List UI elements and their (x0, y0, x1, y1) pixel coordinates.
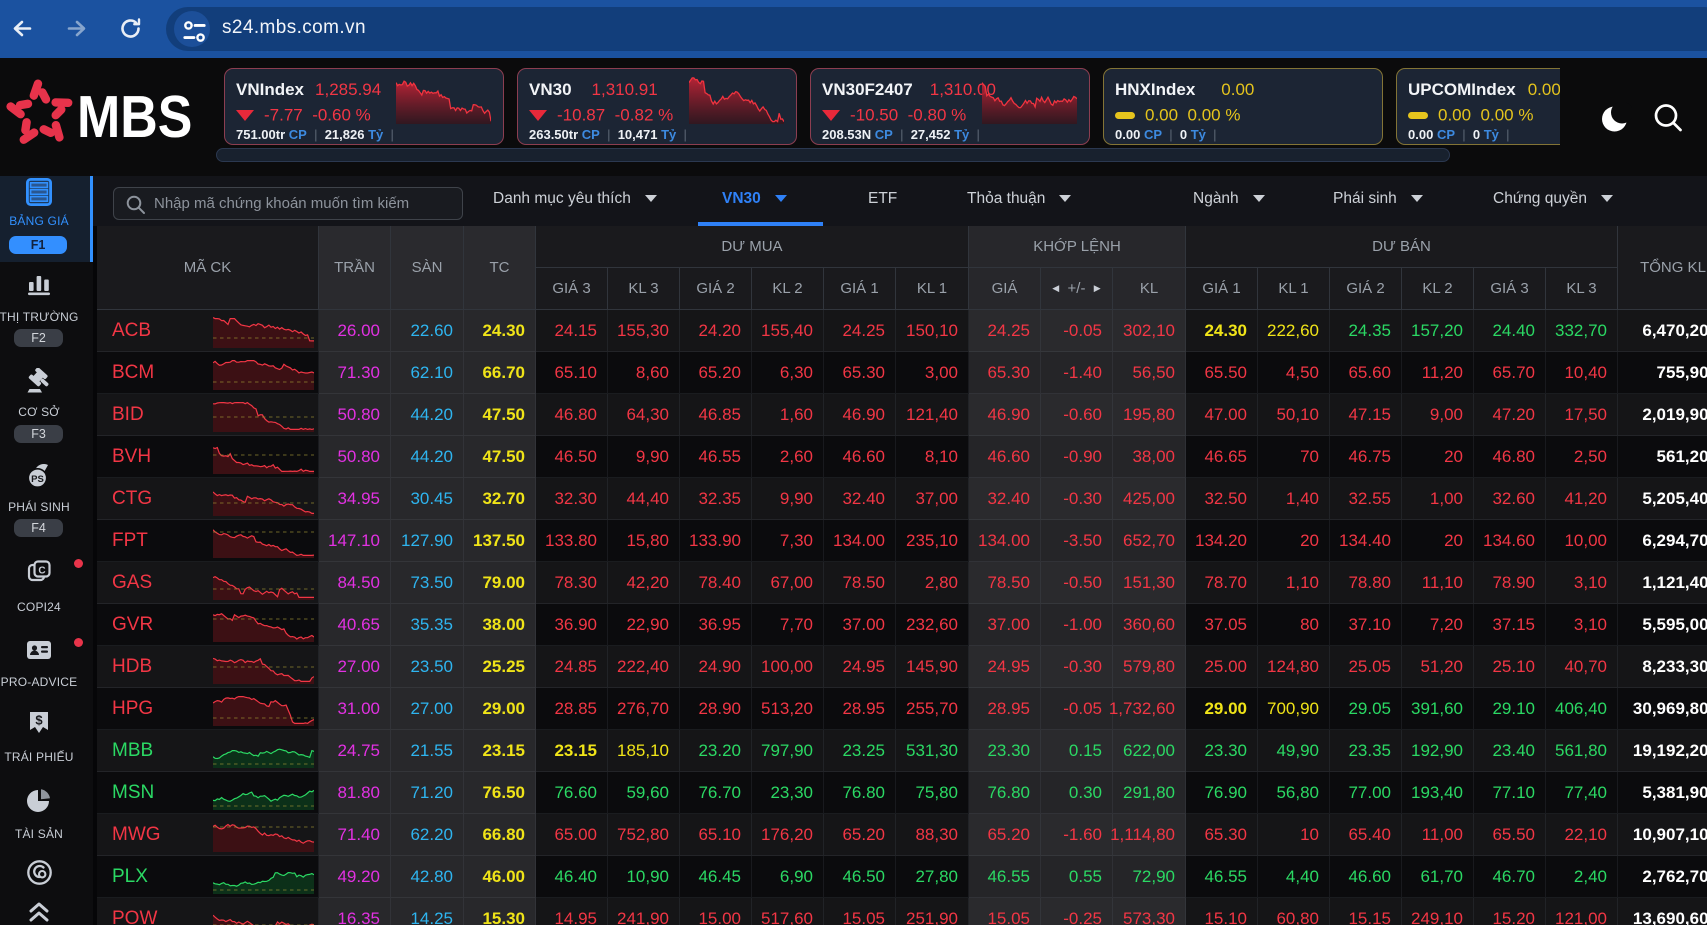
svg-text:$: $ (35, 713, 43, 728)
svg-text:C: C (38, 565, 45, 576)
svg-text:PS: PS (31, 474, 44, 485)
